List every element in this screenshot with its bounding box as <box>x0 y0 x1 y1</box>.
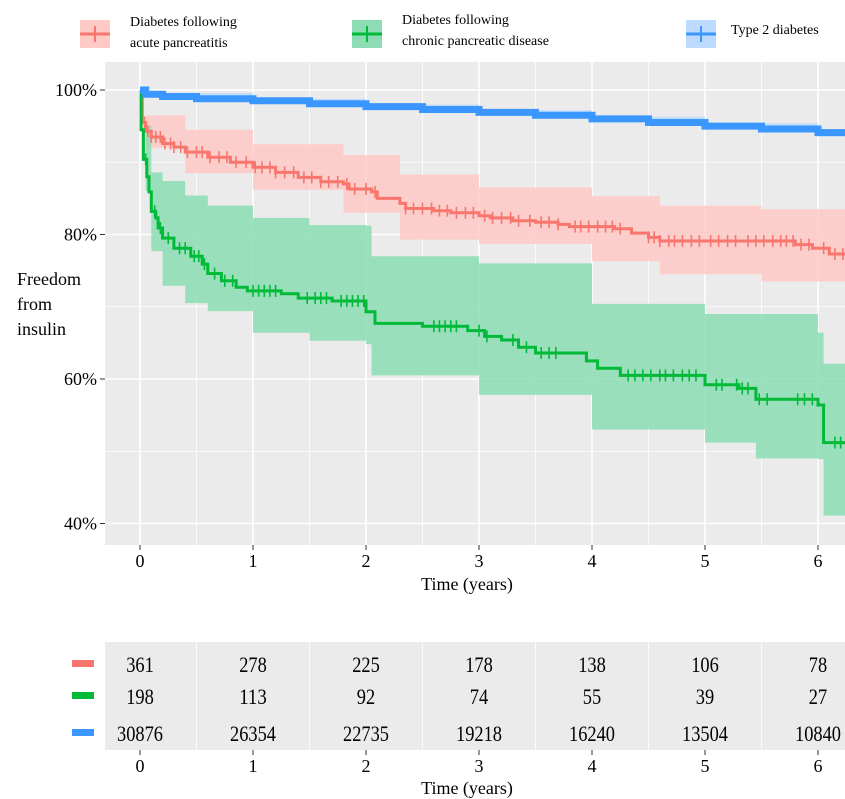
legend-item-chronic-pancreatic-disease[interactable]: Diabetes following chronic pancreatic di… <box>352 13 549 49</box>
censor-marks <box>143 116 844 449</box>
risk-table-cell: 113 <box>239 684 267 709</box>
risk-table-cell: 198 <box>126 684 154 709</box>
risk-row-color-key <box>72 729 94 736</box>
x-tick-label: 0 <box>136 551 145 571</box>
risk-table-cell: 278 <box>239 652 267 677</box>
risk-table-cell: 225 <box>352 652 380 677</box>
table-x-tick-label: 3 <box>475 756 484 776</box>
risk-table-cells: 361 278 225 178 138 106 78 198 113 92 74 55 39 27 3087… <box>117 652 841 746</box>
x-tick-label: 4 <box>588 551 597 571</box>
risk-table-cell: 92 <box>357 684 375 709</box>
risk-table-cell: 27 <box>809 684 827 709</box>
x-tick-label: 1 <box>249 551 258 571</box>
risk-table-cell: 30876 <box>117 721 163 746</box>
legend-label-line2: acute pancreatitis <box>130 36 228 51</box>
table-x-tick-label: 1 <box>249 756 258 776</box>
y-tick-label: 40% <box>64 514 97 534</box>
y-tick-label: 80% <box>64 225 97 245</box>
risk-table-x-axis-title: Time (years) <box>421 778 513 799</box>
risk-table-cell: 55 <box>583 684 601 709</box>
risk-table-cell: 13504 <box>682 721 728 746</box>
survival-line-diabetes-following-acute-pancreatitis <box>140 88 845 256</box>
legend-item-type-2-diabetes[interactable]: Type 2 diabetes <box>686 20 819 48</box>
table-x-tick-label: 5 <box>701 756 710 776</box>
x-tick-label: 5 <box>701 551 710 571</box>
y-axis-ticks: 40% 60% 80% 100% <box>55 80 105 534</box>
table-x-tick-label: 6 <box>814 756 823 776</box>
risk-table-cell: 26354 <box>230 721 276 746</box>
risk-table-panel <box>105 642 845 750</box>
risk-table-x-ticks: 0 1 2 3 4 5 6 <box>136 750 823 776</box>
risk-table-cell: 10840 <box>795 721 841 746</box>
table-x-tick-label: 4 <box>588 756 597 776</box>
survival-line-type-2-diabetes <box>140 86 845 137</box>
risk-table-row-keys <box>72 660 94 736</box>
y-tick-label: 60% <box>64 369 97 389</box>
risk-table-cell: 78 <box>809 652 827 677</box>
table-x-tick-label: 0 <box>136 756 145 776</box>
y-axis-title: Freedom from insulin <box>17 269 81 339</box>
risk-table-cell: 19218 <box>456 721 502 746</box>
x-axis-title: Time (years) <box>421 574 513 595</box>
x-tick-label: 6 <box>814 551 823 571</box>
y-axis-title-line: from <box>17 294 52 314</box>
x-tick-label: 2 <box>362 551 371 571</box>
y-axis-title-line: insulin <box>17 319 66 339</box>
table-x-tick-label: 2 <box>362 756 371 776</box>
y-tick-label: 100% <box>55 80 97 100</box>
risk-row-color-key <box>72 692 94 699</box>
y-axis-title-line: Freedom <box>17 269 81 289</box>
legend-item-acute-pancreatitis[interactable]: Diabetes following acute pancreatitis <box>80 15 237 51</box>
risk-table-cell: 361 <box>126 652 154 677</box>
risk-table-cell: 16240 <box>569 721 615 746</box>
x-tick-label: 3 <box>475 551 484 571</box>
legend-label-line1: Diabetes following <box>402 13 509 28</box>
legend: Diabetes following acute pancreatitis Di… <box>80 13 819 51</box>
x-axis-ticks: 0 1 2 3 4 5 6 <box>136 545 823 571</box>
risk-table-cell: 138 <box>578 652 606 677</box>
legend-label-line1: Diabetes following <box>130 15 237 30</box>
legend-label-line2: chronic pancreatic disease <box>402 34 549 49</box>
risk-row-color-key <box>72 660 94 667</box>
risk-table-cell: 178 <box>465 652 493 677</box>
risk-table-cell: 106 <box>691 652 719 677</box>
risk-table-gridlines <box>196 642 762 750</box>
risk-table-cell: 22735 <box>343 721 389 746</box>
risk-table-cell: 74 <box>470 684 488 709</box>
ci-band-diabetes-following-acute-pancreatitis <box>140 90 845 282</box>
legend-label: Type 2 diabetes <box>731 23 819 38</box>
risk-table-cell: 39 <box>696 684 714 709</box>
ci-band-diabetes-following-chronic-pancreatic-disease <box>140 90 845 516</box>
